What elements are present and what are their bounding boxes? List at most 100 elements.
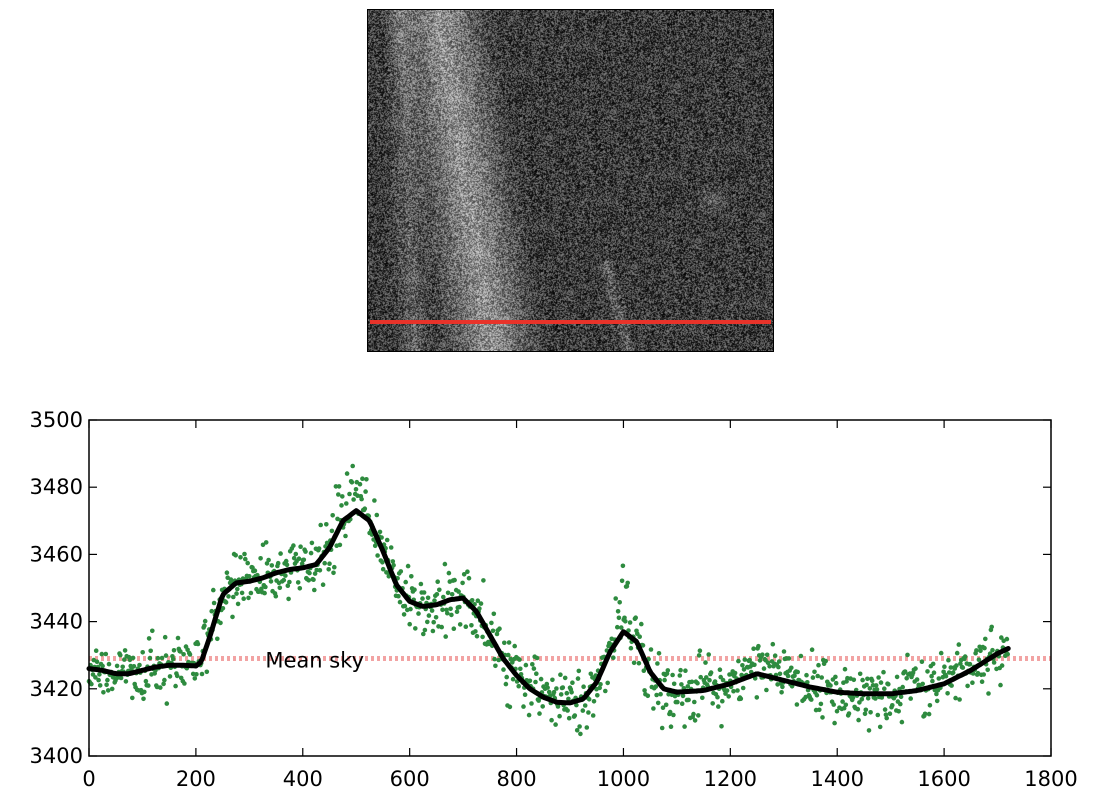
scatter-point [192,676,198,681]
scatter-point [416,611,421,616]
scatter-point [224,570,230,575]
scatter-point [234,591,239,596]
scatter-point [754,695,760,700]
scatter-point [307,570,312,576]
scatter-point [764,687,769,693]
scatter-point [430,628,436,634]
scatter-point [285,583,291,588]
scatter-point [938,650,944,656]
scatter-point [538,676,544,682]
scatter-point [522,692,528,697]
scatter-point [772,653,778,658]
scatter-point [877,724,883,730]
smooth-profile-curve [86,508,1011,706]
scatter-point [384,537,390,543]
scatter-point [340,494,345,499]
scatter-point [1005,651,1010,657]
scatter-point [613,596,618,601]
scatter-point [226,594,231,599]
scatter-point [770,641,776,647]
scatter-point [851,677,857,683]
scatter-point [242,551,247,557]
scatter-point [529,701,534,706]
scatter-point [974,648,979,653]
scatter-point [586,710,591,715]
scatter-point [489,620,494,626]
scatter-point [804,672,809,678]
scatter-point [724,688,730,693]
scatter-point [834,708,840,714]
scatter-point [390,559,396,564]
scatter-point [843,702,849,708]
scatter-point [413,626,418,631]
scatter-point [946,657,951,663]
scatter-point [247,574,252,579]
scatter-point [445,610,450,616]
scatter-point [678,667,683,673]
scatter-point [181,652,186,657]
scatter-point [703,660,708,665]
scatter-point [461,572,467,577]
scatter-point [902,669,908,674]
scatter-point [454,609,460,614]
scatter-point [578,731,583,737]
scatter-point [905,652,910,658]
scatter-point [299,561,305,566]
scatter-point [375,553,380,558]
scatter-point [359,496,364,502]
scatter-point [789,665,794,671]
scatter-point [860,677,865,683]
scatter-point [296,556,302,561]
scatter-point [862,711,868,717]
scatter-point [696,653,702,658]
scatter-point [914,677,920,682]
scatter-point [493,663,498,669]
scatter-point [636,660,642,666]
x-tick-label: 0 [82,767,95,791]
scatter-point [958,661,963,666]
scatter-point [209,608,214,614]
scatter-point [312,587,317,593]
scatter-point [241,596,246,601]
scatter-point [278,551,283,556]
scatter-point [685,684,691,689]
scatter-point [301,557,307,563]
scatter-point [641,668,647,673]
scatter-point [978,648,983,654]
scatter-point [286,596,291,602]
scatter-point [120,664,125,670]
scatter-point [372,498,377,503]
scatter-point [175,635,181,641]
scatter-point [572,713,578,718]
scatter-point [303,549,308,554]
scatter-point [930,678,935,684]
scatter-point [434,592,440,597]
scatter-point [651,706,656,711]
scatter-point [957,697,962,702]
scatter-point [717,667,723,672]
scatter-point [620,563,626,569]
scatter-point [396,593,401,599]
scatter-point [308,550,314,556]
scatter-point [263,540,269,545]
scatter-point [523,662,529,668]
scatter-point [480,634,485,640]
scatter-point [560,685,566,690]
scatter-point [318,522,324,528]
scatter-point [445,590,451,596]
scatter-point [823,658,828,664]
scatter-point [642,688,647,693]
x-tick-label: 1600 [917,767,970,791]
x-tick-label: 400 [283,767,323,791]
scatter-point [954,663,959,668]
scatter-point [456,589,461,594]
scatter-point [692,718,698,723]
scatter-point [605,680,610,686]
scatter-point [795,669,800,675]
scatter-point [1004,636,1010,642]
scatter-point [576,668,582,674]
scatter-point [171,648,177,653]
scatter-point [798,653,804,659]
scatter-point [255,572,260,578]
scatter-point [182,681,187,686]
